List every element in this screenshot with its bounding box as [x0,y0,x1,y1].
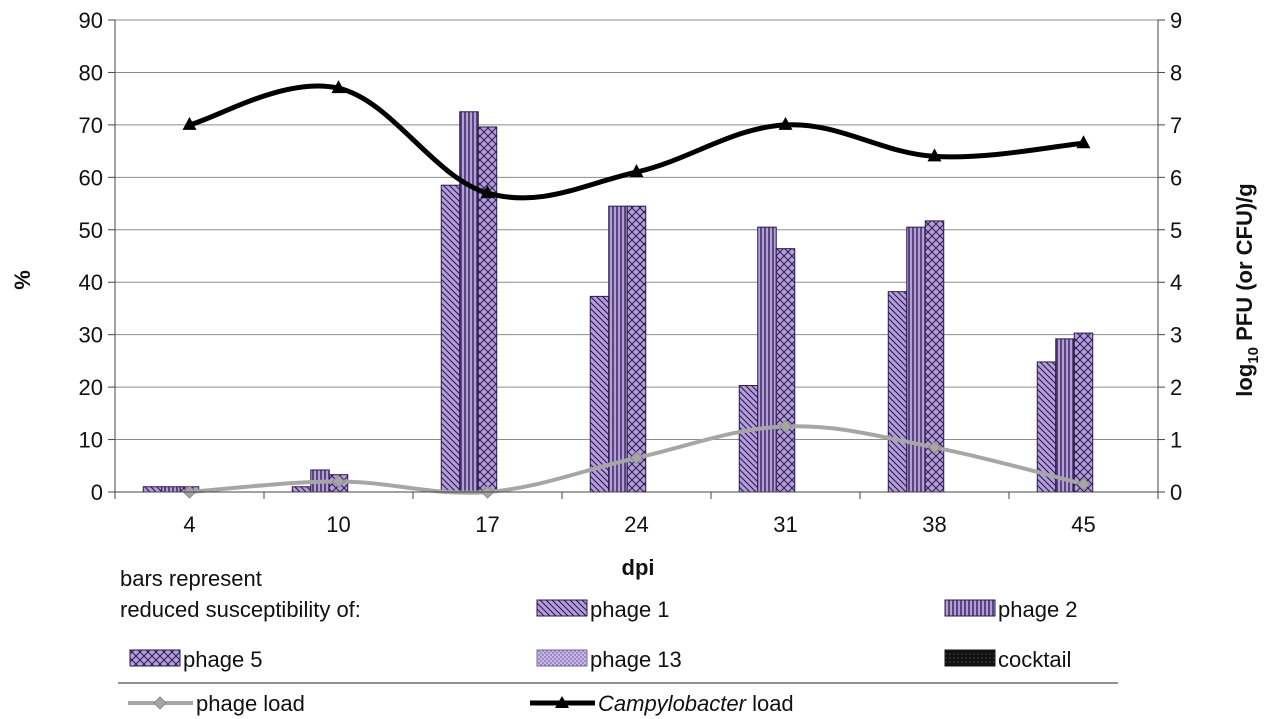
legend-label-campylobacter-rest: load [746,691,794,716]
point-campylobacter-load [927,148,942,162]
y-tick-label-left: 70 [79,113,103,138]
y-tick-label-right: 5 [1170,218,1182,243]
point-phage-load [331,474,346,489]
y-axis-label-right: log10 PFU (or CFU)/g [1232,183,1262,396]
bar-phage-2 [757,226,777,493]
bar-phage-1 [887,291,908,493]
y-tick-label-left: 10 [79,428,103,453]
point-campylobacter-load [182,116,197,130]
y-tick-label-right: 8 [1170,60,1182,85]
point-campylobacter-load [1076,135,1091,149]
legend-label-campylobacter-italic: Campylobacter [598,691,748,716]
x-tick-label: 17 [475,512,499,537]
x-tick-label: 38 [922,512,946,537]
y-axis-label-left: % [10,270,35,290]
point-phage-load [629,451,644,465]
legend-label-phage-load: phage load [196,691,305,716]
y-tick-label-left: 40 [79,270,103,295]
legend-intro-line2: reduced susceptibility of: [120,597,361,622]
bar-phage-5 [775,248,796,493]
x-tick-label: 24 [624,512,648,537]
point-campylobacter-load [778,116,793,130]
y-axis-label-right-subscript: 10 [1245,347,1262,364]
bars [142,111,1094,493]
y-tick-label-left: 20 [79,375,103,400]
y-tick-label-left: 60 [79,165,103,190]
y-tick-label-right: 1 [1170,428,1182,453]
bar-phage-5 [626,205,647,493]
bar-phage-1 [142,486,163,493]
x-tick-label: 10 [326,512,350,537]
bar-phage-1 [291,486,312,493]
x-tick-label: 31 [773,512,797,537]
y-tick-label-right: 3 [1170,323,1182,348]
y-axis-label-right-suffix: PFU (or CFU)/g [1232,183,1257,347]
y-tick-label-left: 90 [79,8,103,33]
point-campylobacter-load [629,164,644,178]
bar-phage-1 [738,385,759,493]
legend-swatch-phage13 [536,649,588,667]
legend-label-phage13: phage 13 [590,647,682,672]
series-line-campylobacter-load [188,83,1084,201]
y-tick-label-left: 50 [79,218,103,243]
bar-phage-2 [161,486,181,493]
legend-label-campylobacter-load: Campylobacter load [598,691,794,716]
bar-phage-1 [440,184,461,493]
x-tick-label: 45 [1071,512,1095,537]
y-tick-label-right: 2 [1170,375,1182,400]
legend: bars represent reduced susceptibility of… [118,566,1118,716]
y-axis-label-right-prefix: log [1232,364,1257,397]
y-tick-label-right: 9 [1170,8,1182,33]
y-tick-label-right: 7 [1170,113,1182,138]
point-phage-load [1076,477,1091,491]
bar-phage-5 [477,126,498,493]
x-tick-label: 4 [183,512,195,537]
point-phage-load [778,419,793,434]
legend-swatch-phage-load-marker [153,696,167,710]
bar-phage-1 [589,295,610,493]
bar-phage-2 [906,226,926,493]
y-tick-label-right: 0 [1170,480,1182,505]
legend-swatch-phage2 [944,599,996,617]
y-tick-label-left: 30 [79,323,103,348]
legend-swatch-phage5 [129,649,181,667]
legend-swatch-campylobacter-marker [555,696,569,708]
y-tick-label-right: 4 [1170,270,1182,295]
y-tick-label-right: 6 [1170,165,1182,190]
bar-phage-2 [608,205,628,493]
bar-phage-5 [1073,332,1094,493]
series-lines [182,80,1091,499]
bar-phage-2 [1055,338,1075,493]
point-campylobacter-load [331,80,346,94]
x-axis-label: dpi [622,555,655,580]
y-tick-label-left: 80 [79,60,103,85]
legend-label-cocktail: cocktail [998,647,1071,672]
legend-intro-line1: bars represent [120,566,262,591]
legend-label-phage2: phage 2 [998,597,1078,622]
legend-label-phage5: phage 5 [183,647,263,672]
point-phage-load [927,440,942,455]
legend-swatch-phage1 [536,599,588,617]
bar-phage-2 [459,111,479,493]
point-campylobacter-load [480,185,495,199]
legend-swatch-cocktail [944,649,996,667]
legend-label-phage1: phage 1 [590,597,670,622]
y-tick-label-left: 0 [91,480,103,505]
